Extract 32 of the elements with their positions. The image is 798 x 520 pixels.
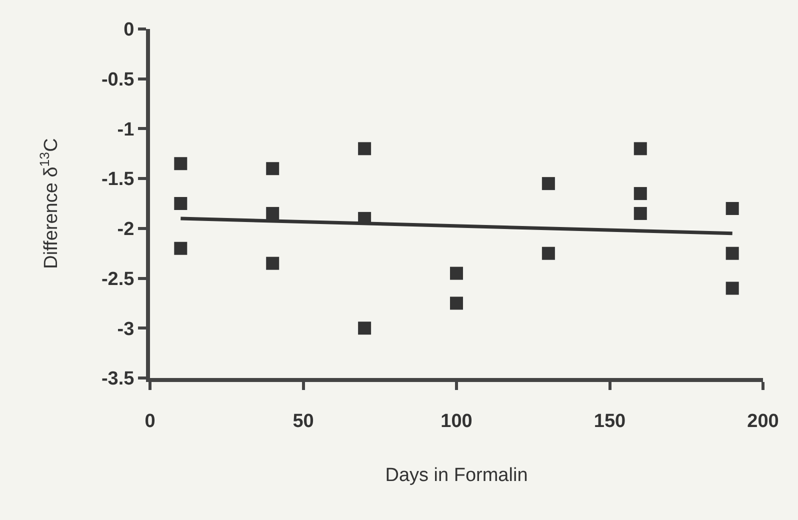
x-axis-title: Days in Formalin <box>385 465 528 486</box>
x-tick-label: 200 <box>747 410 779 432</box>
point <box>174 242 188 255</box>
x-tick-label: 150 <box>594 410 626 432</box>
x-tick-label: 100 <box>440 410 472 432</box>
x-tick-label: 50 <box>292 410 314 432</box>
point <box>634 187 647 200</box>
point <box>358 322 372 335</box>
point <box>726 282 739 295</box>
point <box>634 142 647 156</box>
point <box>266 206 280 220</box>
point <box>726 246 739 260</box>
y-tick-label: -2 <box>117 219 134 240</box>
point <box>542 177 555 190</box>
y-tick-label: -2.5 <box>101 268 135 290</box>
point <box>542 246 555 260</box>
y-tick-label: 0 <box>124 20 134 41</box>
y-tick-label: -0.5 <box>101 70 135 91</box>
point <box>266 162 280 176</box>
point <box>174 157 188 170</box>
y-tick-label: -1 <box>117 119 135 140</box>
point <box>634 206 647 220</box>
point <box>450 266 463 280</box>
x-tick-label: 0 <box>144 410 156 432</box>
point <box>358 142 372 156</box>
point <box>266 256 280 270</box>
y-tick-label: -1.5 <box>101 169 135 190</box>
point <box>450 296 463 310</box>
y-tick-label: -3.5 <box>101 368 135 390</box>
point <box>174 197 188 210</box>
point <box>726 202 739 215</box>
y-tick-label: -3 <box>117 318 134 340</box>
